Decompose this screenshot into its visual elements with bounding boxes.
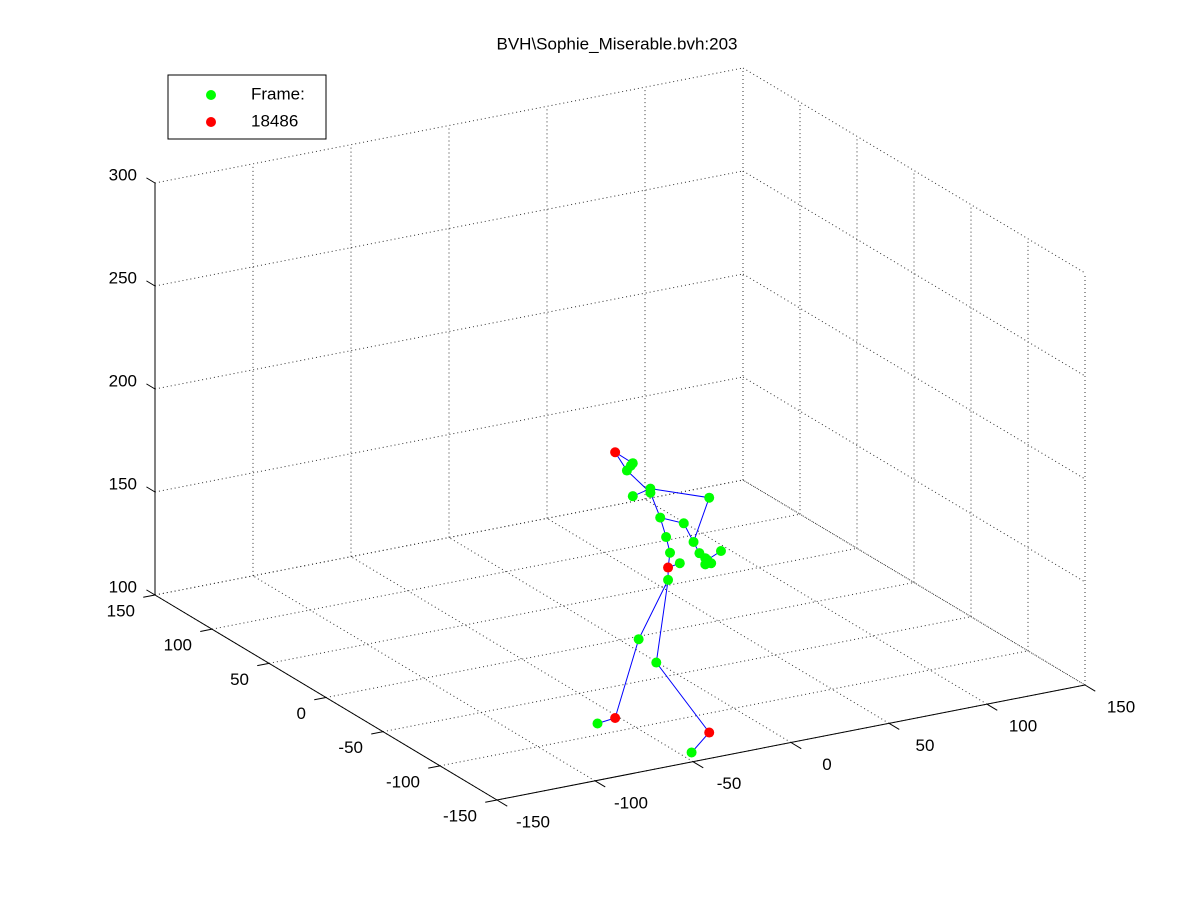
x-tick-label: 50 — [916, 736, 935, 755]
tick-mark — [496, 799, 508, 807]
tick-mark — [986, 703, 998, 711]
y-tick-label: 0 — [297, 704, 306, 723]
x-tick-label: 0 — [822, 755, 831, 774]
point — [627, 458, 638, 469]
tick-mark — [314, 697, 327, 701]
z-tick-label: 200 — [109, 371, 137, 390]
y-tick-label: -100 — [386, 772, 420, 791]
grid-line — [742, 376, 1086, 583]
z-tick-label: 100 — [109, 577, 137, 596]
point — [651, 657, 662, 668]
point — [610, 712, 621, 723]
z-tick-label: 250 — [109, 268, 137, 287]
point — [704, 727, 715, 738]
tick-mark — [146, 486, 156, 493]
point — [704, 492, 715, 503]
tick-mark — [371, 731, 384, 735]
x-tick-label: -50 — [717, 774, 742, 793]
z-tick-label: 150 — [109, 474, 137, 493]
point — [678, 518, 689, 529]
grid-line — [448, 537, 792, 743]
point — [592, 718, 603, 729]
tick-mark — [146, 589, 156, 596]
grid-line — [742, 479, 1086, 686]
point — [645, 487, 656, 498]
tick-mark — [146, 280, 156, 287]
point — [700, 553, 711, 564]
chart-title: BVH\Sophie_Miserable.bvh:203 — [497, 34, 738, 53]
point — [661, 532, 672, 543]
tick-mark — [143, 594, 156, 598]
y-tick-label: -50 — [338, 738, 363, 757]
tick-mark — [888, 722, 900, 730]
point — [621, 465, 632, 476]
grid-line — [350, 556, 694, 763]
y-tick-label: 50 — [230, 670, 249, 689]
x-tick-label: -150 — [516, 812, 550, 831]
legend-label: Frame: — [251, 84, 305, 103]
tick-mark — [146, 177, 156, 184]
point — [663, 562, 674, 573]
grid-line — [742, 273, 1086, 480]
legend-marker — [206, 90, 216, 100]
point — [663, 574, 674, 585]
grid-line — [644, 498, 988, 705]
grid-line — [742, 67, 1086, 274]
legend-marker — [206, 117, 216, 127]
point — [674, 558, 685, 569]
legend-label: 18486 — [251, 111, 298, 130]
point — [610, 447, 621, 458]
tick-mark — [485, 799, 498, 803]
tick-mark — [692, 761, 704, 769]
point — [686, 747, 697, 758]
tick-mark — [428, 765, 441, 769]
tick-mark — [1084, 684, 1096, 692]
y-tick-label: -150 — [443, 806, 477, 825]
point — [665, 547, 676, 558]
grid-line — [546, 517, 890, 724]
x-tick-label: -100 — [614, 793, 648, 812]
z-tick-label: 300 — [109, 165, 137, 184]
tick-mark — [257, 662, 270, 667]
legend-box — [167, 74, 327, 140]
point — [633, 634, 644, 645]
grid-line — [252, 575, 596, 782]
grid-line — [742, 170, 1086, 377]
skeleton-line — [614, 451, 671, 580]
tick-mark — [594, 780, 606, 788]
point — [715, 546, 726, 557]
point — [627, 491, 638, 502]
point — [655, 512, 666, 523]
point — [688, 536, 699, 547]
x-tick-label: 150 — [1107, 697, 1135, 716]
tick-mark — [200, 628, 213, 632]
y-tick-label: 150 — [107, 601, 135, 620]
tick-mark — [146, 383, 156, 390]
tick-mark — [790, 742, 802, 750]
x-tick-label: 100 — [1009, 717, 1037, 736]
y-tick-label: 100 — [164, 636, 192, 655]
